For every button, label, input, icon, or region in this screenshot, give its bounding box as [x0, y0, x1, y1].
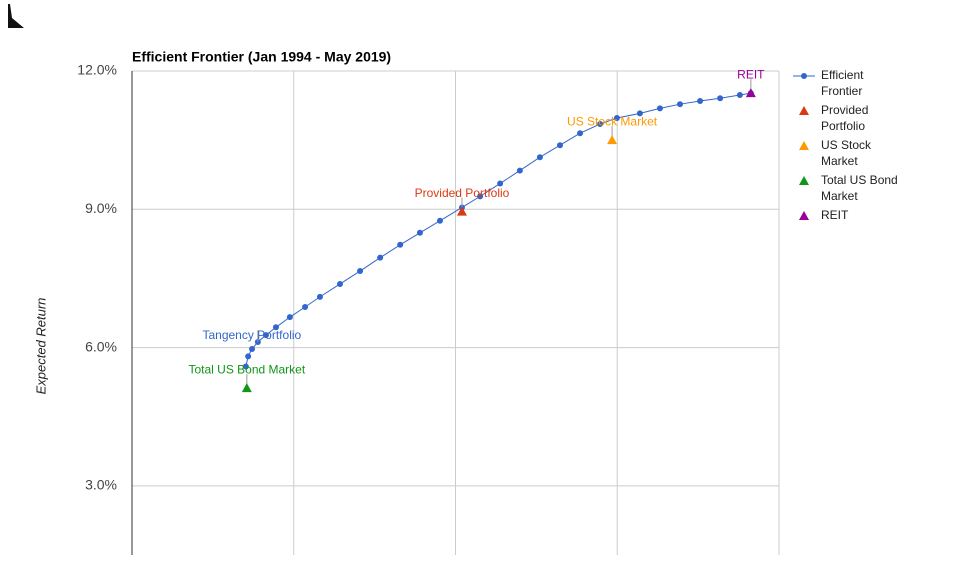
marker [607, 135, 618, 145]
marker [745, 88, 756, 98]
frontier-point [736, 91, 743, 98]
frontier-point [677, 101, 684, 108]
legend-label: Provided Portfolio [821, 103, 869, 133]
annotation: Provided Portfolio [415, 186, 510, 200]
frontier-point [613, 115, 620, 122]
frontier-point [242, 363, 249, 370]
frontier-point [697, 97, 704, 104]
frontier-point [357, 268, 364, 275]
frontier-point [497, 180, 504, 187]
y-tick-label: 6.0% [85, 338, 117, 354]
frontier-point [416, 229, 423, 236]
chart-title: Efficient Frontier (Jan 1994 - May 2019) [132, 49, 391, 65]
frontier-point [286, 314, 293, 321]
legend-label: Efficient Frontier [821, 68, 864, 98]
frontier-point [245, 353, 252, 360]
frontier-point [337, 280, 344, 287]
legend-label: REIT [821, 208, 849, 222]
frontier-point [436, 217, 443, 224]
frontier-point [717, 95, 724, 102]
y-axis-label: Expected Return [33, 298, 48, 395]
legend-label: US Stock Market [821, 138, 872, 168]
frontier-point [597, 121, 604, 128]
frontier-point [272, 324, 279, 331]
legend-label: Total US Bond Market [821, 173, 898, 203]
frontier-point [556, 142, 563, 149]
marker [456, 206, 467, 216]
legend-marker [799, 176, 809, 185]
frontier-point [636, 110, 643, 117]
frontier-point [377, 254, 384, 261]
frontier-point [397, 241, 404, 248]
frontier-point [262, 332, 269, 339]
annotation: Total US Bond Market [188, 362, 305, 376]
frontier-point [656, 105, 663, 112]
legend-marker [799, 106, 809, 115]
y-tick-label: 3.0% [85, 477, 117, 493]
annotation: REIT [737, 67, 765, 81]
marker [241, 383, 252, 393]
frontier-point [516, 167, 523, 174]
annotation: Tangency Portfolio [202, 328, 301, 342]
frontier-point [536, 154, 543, 161]
frontier-point [316, 293, 323, 300]
frontier-point [577, 130, 584, 137]
y-tick-label: 9.0% [85, 200, 117, 216]
frontier-point [249, 345, 256, 352]
frontier-line [245, 92, 751, 367]
legend-dot [801, 73, 807, 79]
corner-icon [8, 4, 24, 28]
legend-marker [799, 141, 809, 150]
frontier-point [302, 304, 309, 311]
annotation: US Stock Market [567, 114, 658, 128]
frontier-point [477, 193, 484, 200]
y-tick-label: 12.0% [77, 62, 117, 78]
legend-marker [799, 211, 809, 220]
